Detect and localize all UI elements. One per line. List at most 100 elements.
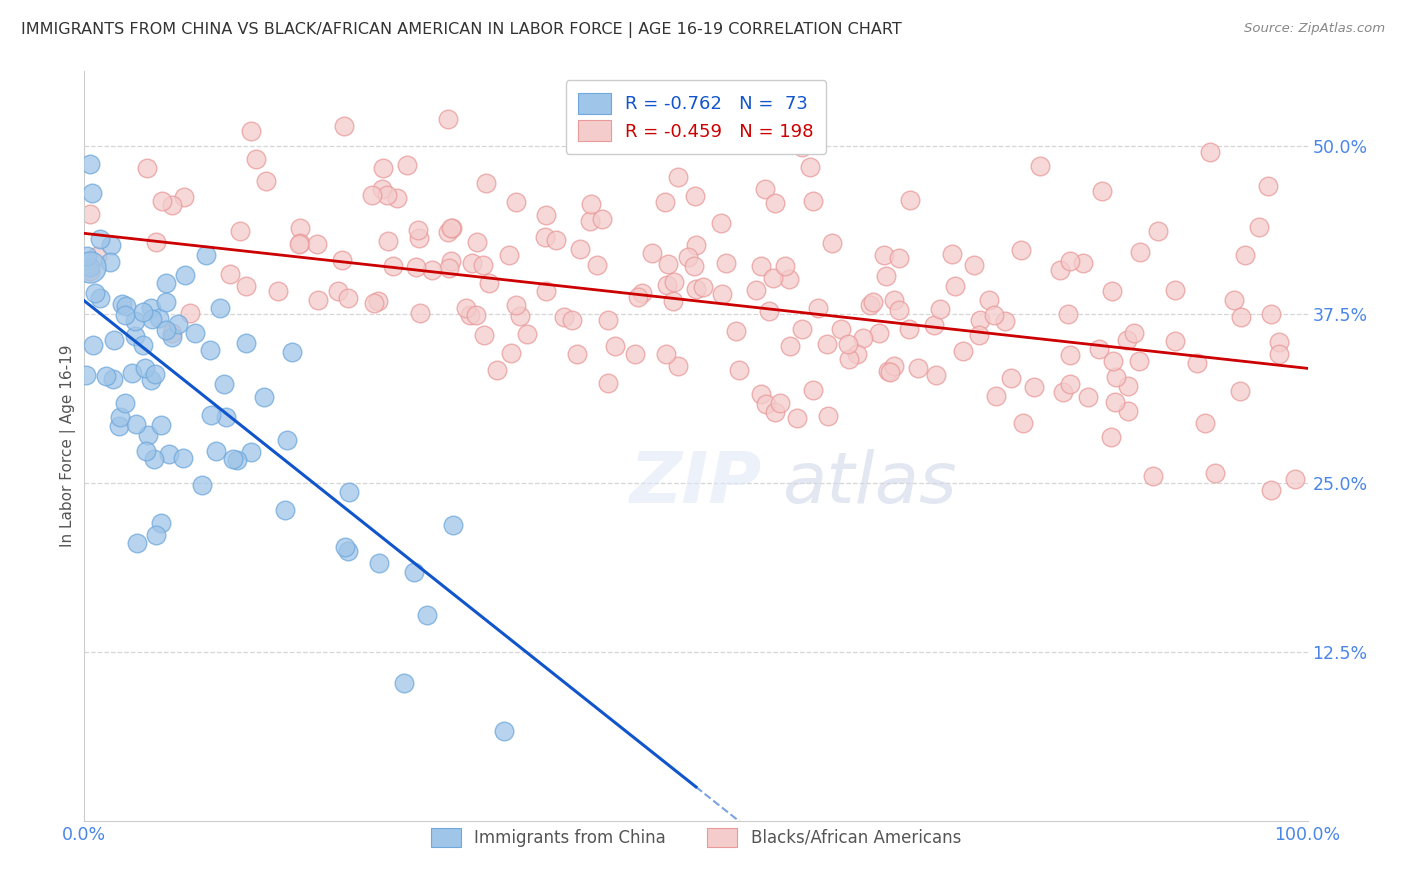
Point — [172, 451, 194, 466]
Point — [209, 301, 232, 316]
Point — [837, 337, 859, 351]
Point — [200, 408, 222, 422]
Point — [441, 518, 464, 533]
Point — [887, 251, 910, 265]
Point — [1049, 263, 1071, 277]
Point — [1142, 468, 1164, 483]
Point — [1128, 354, 1150, 368]
Point — [86, 249, 108, 263]
Point — [533, 230, 555, 244]
Point — [799, 161, 821, 175]
Point — [536, 208, 558, 222]
Point — [821, 235, 844, 250]
Point — [124, 314, 146, 328]
Point — [461, 256, 484, 270]
Point — [108, 409, 131, 424]
Point — [436, 112, 458, 126]
Point — [627, 290, 650, 304]
Point — [1257, 179, 1279, 194]
Point — [377, 187, 399, 202]
Point — [778, 272, 800, 286]
Point — [1101, 285, 1123, 299]
Point — [215, 409, 238, 424]
Point — [711, 286, 734, 301]
Point — [456, 301, 478, 315]
Point — [952, 344, 974, 359]
Point — [79, 207, 101, 221]
Point — [1164, 334, 1187, 349]
Point — [405, 260, 427, 274]
Text: atlas: atlas — [782, 449, 956, 518]
Point — [792, 322, 814, 336]
Point — [1000, 371, 1022, 385]
Point — [994, 314, 1017, 328]
Point — [630, 285, 652, 300]
Point — [758, 304, 780, 318]
Point — [1223, 293, 1246, 308]
Point — [409, 305, 432, 319]
Point — [385, 191, 408, 205]
Point — [1267, 334, 1289, 349]
Point — [1260, 307, 1282, 321]
Point — [377, 234, 399, 248]
Point — [235, 279, 257, 293]
Point — [79, 264, 101, 278]
Point — [160, 198, 183, 212]
Point — [1059, 377, 1081, 392]
Point — [111, 297, 134, 311]
Point — [875, 269, 897, 284]
Point — [579, 213, 602, 227]
Point — [1115, 333, 1137, 347]
Point — [654, 347, 676, 361]
Point — [155, 323, 177, 337]
Point — [862, 295, 884, 310]
Point — [326, 284, 349, 298]
Point — [149, 418, 172, 433]
Point — [907, 361, 929, 376]
Point — [135, 161, 157, 176]
Point — [222, 451, 245, 466]
Point — [368, 556, 391, 570]
Point — [139, 301, 162, 316]
Point — [80, 186, 103, 200]
Point — [745, 283, 768, 297]
Point — [174, 268, 197, 282]
Point — [598, 376, 620, 390]
Point — [768, 396, 790, 410]
Point — [485, 363, 508, 377]
Text: Source: ZipAtlas.com: Source: ZipAtlas.com — [1244, 22, 1385, 36]
Point — [1147, 224, 1170, 238]
Point — [252, 390, 274, 404]
Point — [333, 120, 356, 134]
Point — [307, 293, 329, 308]
Point — [749, 259, 772, 273]
Point — [792, 140, 814, 154]
Point — [135, 444, 157, 458]
Point — [868, 326, 890, 341]
Point — [191, 478, 214, 492]
Point — [807, 301, 830, 315]
Point — [142, 452, 165, 467]
Point — [605, 339, 627, 353]
Point — [1260, 483, 1282, 497]
Point — [1022, 380, 1045, 394]
Point — [779, 339, 801, 353]
Point — [79, 260, 101, 274]
Point — [1194, 416, 1216, 430]
Point — [367, 293, 389, 308]
Point — [281, 345, 304, 359]
Point — [872, 248, 894, 262]
Point — [228, 224, 250, 238]
Point — [553, 310, 575, 325]
Point — [82, 338, 104, 352]
Point — [1071, 256, 1094, 270]
Point — [1057, 307, 1080, 321]
Point — [382, 259, 405, 273]
Point — [245, 152, 267, 166]
Point — [685, 237, 707, 252]
Point — [333, 540, 356, 554]
Point — [472, 258, 495, 272]
Point — [754, 182, 776, 196]
Point — [114, 395, 136, 409]
Point — [498, 247, 520, 261]
